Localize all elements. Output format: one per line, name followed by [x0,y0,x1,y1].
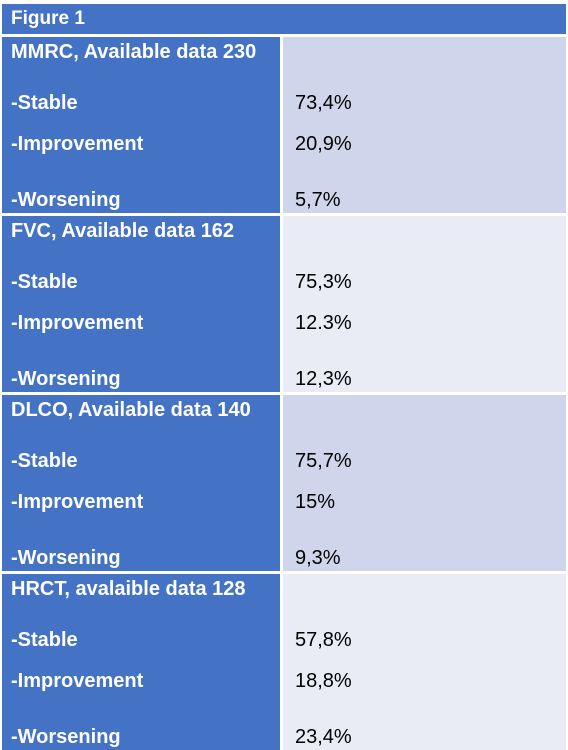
row-value: 12,3% [295,368,352,390]
section-labels: HRCT, avalaible data 128 -Stable -Improv… [2,574,283,750]
row-value: 15% [295,490,336,513]
section-hrct: HRCT, avalaible data 128 -Stable -Improv… [2,571,566,750]
section-values: 75,3% 12.3% 12,3% [283,216,566,392]
section-labels: DLCO, Available data 140 -Stable -Improv… [2,395,283,571]
section-dlco: DLCO, Available data 140 -Stable -Improv… [2,392,566,571]
section-fvc: FVC, Available data 162 -Stable -Improve… [2,213,566,392]
section-header: MMRC, Available data 230 [11,40,257,63]
row-label: -Worsening [11,726,121,748]
row-value: 57,8% [295,629,352,651]
section-values: 57,8% 18,8% 23,4% [283,574,566,750]
row-label: -Stable [11,271,78,293]
empty-cell [283,574,566,604]
row-label: -Improvement [11,490,144,513]
row-value: 9,3% [295,547,341,569]
row-label: -Improvement [11,132,144,155]
row-value: 18,8% [295,669,352,692]
row-label: -Stable [11,629,78,651]
section-labels: MMRC, Available data 230 -Stable -Improv… [2,37,283,213]
section-values: 75,7% 15% 9,3% [283,395,566,571]
empty-cell [283,37,566,67]
row-value: 73,4% [295,92,352,114]
row-value: 5,7% [295,189,341,211]
row-value: 75,7% [295,450,352,472]
figure-title: Figure 1 [2,4,566,34]
row-label: -Worsening [11,189,121,211]
row-value: 20,9% [295,132,352,155]
section-header: FVC, Available data 162 [11,219,235,242]
section-mmrc: MMRC, Available data 230 -Stable -Improv… [2,34,566,213]
row-value: 75,3% [295,271,352,293]
row-label: -Worsening [11,368,121,390]
section-labels: FVC, Available data 162 -Stable -Improve… [2,216,283,392]
empty-cell [283,216,566,246]
row-value: 23,4% [295,726,352,748]
row-label: -Stable [11,92,78,114]
section-header: HRCT, avalaible data 128 [11,577,246,600]
row-label: -Stable [11,450,78,472]
section-header: DLCO, Available data 140 [11,398,251,421]
figure-table: Figure 1 MMRC, Available data 230 -Stabl… [2,4,566,750]
empty-cell [283,395,566,425]
row-label: -Worsening [11,547,121,569]
section-values: 73,4% 20,9% 5,7% [283,37,566,213]
row-value: 12.3% [295,311,352,334]
row-label: -Improvement [11,311,144,334]
row-label: -Improvement [11,669,144,692]
